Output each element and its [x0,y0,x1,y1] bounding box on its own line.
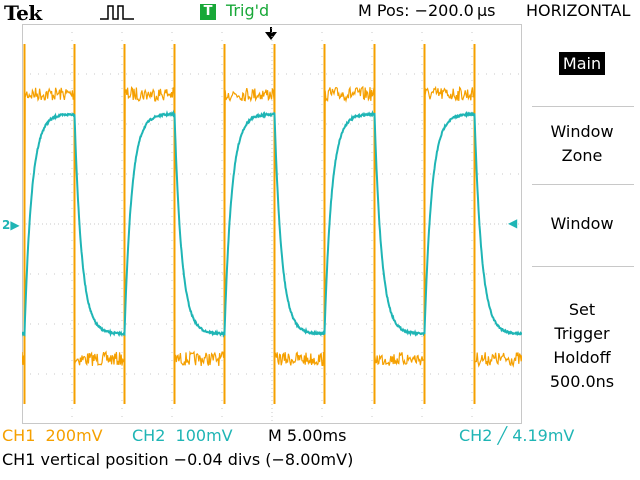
menu-divider [532,106,634,107]
message-line: CH1 vertical position −0.04 divs (−8.00m… [2,450,354,469]
trigger-status-icon: T [200,4,216,20]
menu-main-label: Main [558,52,606,75]
horizontal-menu: Main Window Zone Window Set Trigger Hold… [524,26,640,424]
brand-logo: Tek [4,1,42,25]
run-pulse-icon [98,2,138,26]
channel-status-bar: CH1 200mV CH2 100mV M 5.00ms CH2 ╱ 4.19m… [0,426,640,448]
ch2-ground-marker: 2▶ [2,218,20,232]
ch1-trace [22,85,522,368]
timebase: M 5.00ms [268,426,347,445]
ch2-trace [22,109,522,339]
main-position: M Pos: −200.0 μs [358,1,496,20]
menu-window-zone-button[interactable]: Window Zone [550,122,614,165]
menu-window-button[interactable]: Window [550,214,614,233]
trigger-position-icon [265,26,277,45]
ch2-scale: CH2 100mV [132,426,233,445]
menu-main-button[interactable]: Main [524,52,640,76]
ch1-scale: CH1 200mV [2,426,103,445]
menu-divider [532,184,634,185]
ch2-ground-label: 2 [2,218,11,232]
menu-title: HORIZONTAL [526,1,631,20]
trigger-readout: CH2 ╱ 4.19mV [459,426,575,445]
menu-holdoff-button[interactable]: Set Trigger Holdoff 500.0ns [549,300,615,391]
menu-divider [532,266,634,267]
trigger-status: Trig'd [226,1,270,20]
trigger-level-marker: ◀ [508,216,518,230]
status-header: Tek T Trig'd M Pos: −200.0 μs HORIZONTAL [0,0,640,26]
waveform-display [22,24,522,424]
